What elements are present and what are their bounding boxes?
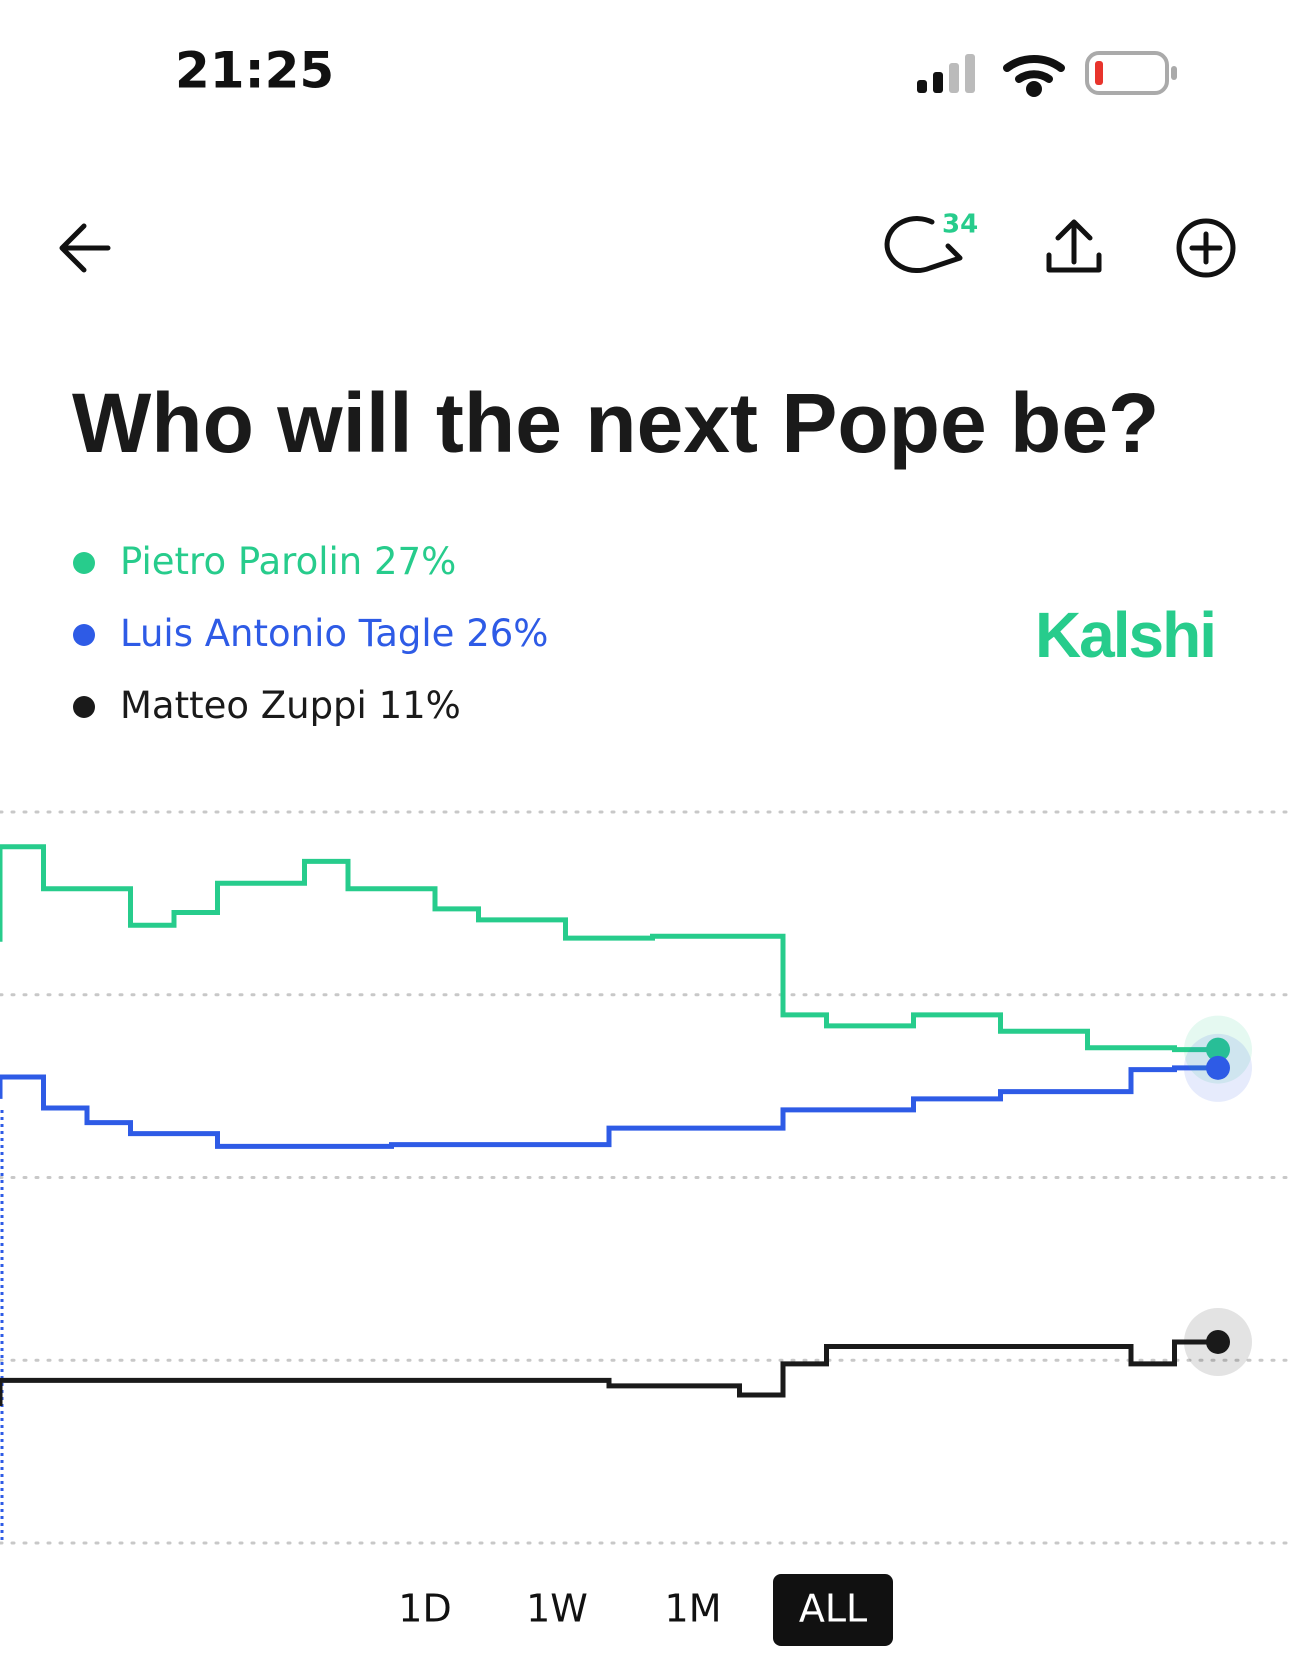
- add-button[interactable]: [1176, 218, 1236, 278]
- series-line: [0, 1339, 1218, 1406]
- range-label: 1M: [665, 1587, 722, 1631]
- legend-value: 26%: [466, 612, 548, 655]
- legend: Pietro Parolin 27% Luis Antonio Tagle 26%…: [73, 540, 548, 727]
- battery-icon: [1085, 51, 1177, 95]
- legend-entry: Luis Antonio Tagle 26%: [120, 612, 548, 655]
- range-label: 1W: [526, 1587, 588, 1631]
- range-button[interactable]: ALL: [773, 1574, 893, 1646]
- comment-icon: [884, 216, 963, 274]
- signal-icon: [917, 54, 975, 93]
- wifi-icon: [1003, 55, 1065, 97]
- clock: 21:25: [175, 42, 334, 100]
- legend-name: Matteo Zuppi: [120, 684, 367, 727]
- end-point: [1206, 1329, 1230, 1354]
- series-line: [0, 1065, 1218, 1149]
- end-point: [1206, 1055, 1230, 1080]
- brand-logo: Kalshi: [1035, 599, 1215, 671]
- legend-name: Luis Antonio Tagle: [120, 612, 454, 655]
- range-button[interactable]: 1D: [398, 1587, 451, 1631]
- legend-entry: Pietro Parolin 27%: [120, 540, 456, 583]
- end-point: [1206, 1037, 1230, 1062]
- plot: [0, 810, 1290, 1545]
- comment-count: 34: [942, 210, 978, 240]
- legend-dot: [73, 624, 95, 646]
- share-button[interactable]: [1046, 219, 1102, 273]
- legend-value: 11%: [379, 684, 461, 727]
- title: Who will the next Pope be?: [72, 376, 1159, 470]
- range-button-bg: [773, 1574, 893, 1646]
- legend-dot: [73, 696, 95, 718]
- range-button[interactable]: 1W: [526, 1587, 588, 1631]
- legend-value: 27%: [374, 540, 456, 583]
- legend-name: Pietro Parolin: [120, 540, 362, 583]
- range-button[interactable]: 1M: [665, 1587, 722, 1631]
- back-button[interactable]: [59, 223, 111, 273]
- range-label: ALL: [799, 1587, 867, 1631]
- legend-dot: [73, 552, 95, 574]
- series-line: [0, 844, 1218, 1053]
- range-selector: 1D 1W 1M ALL: [398, 1574, 893, 1646]
- range-label: 1D: [398, 1587, 451, 1631]
- comments-button[interactable]: 34: [884, 210, 978, 274]
- legend-entry: Matteo Zuppi 11%: [120, 684, 461, 727]
